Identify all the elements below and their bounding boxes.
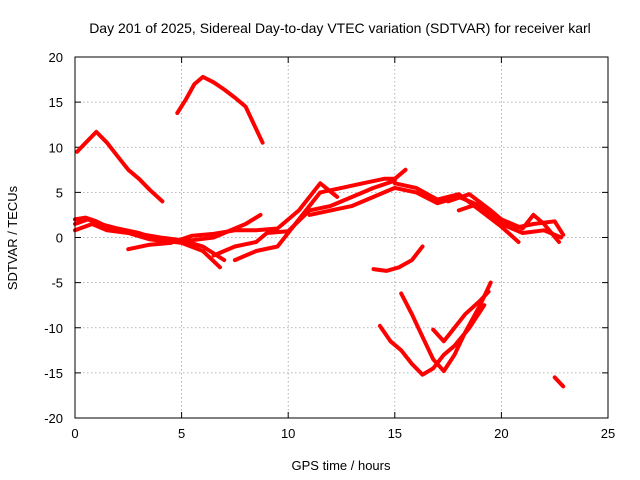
series-arc-4 xyxy=(73,217,222,270)
y-axis-label: SDTVAR / TECUs xyxy=(5,185,20,290)
x-tick-label: 0 xyxy=(71,426,78,441)
series-arc-13 xyxy=(371,244,425,273)
x-tick-label: 10 xyxy=(281,426,295,441)
y-tick-label: -10 xyxy=(44,321,63,336)
y-tick-label: -20 xyxy=(44,411,63,426)
series-arc-12 xyxy=(456,201,561,244)
plot-frame xyxy=(74,56,609,419)
series-arc-2 xyxy=(175,74,265,145)
series-arc-7 xyxy=(211,178,397,258)
y-tick-label: 10 xyxy=(49,140,63,155)
series-arc-1 xyxy=(75,129,165,204)
y-tick-label: 15 xyxy=(49,95,63,110)
series-arc-14 xyxy=(377,303,487,377)
x-tick-label: 20 xyxy=(494,426,508,441)
series-arc-16 xyxy=(431,289,491,344)
series-arc-8 xyxy=(232,167,408,263)
data-series xyxy=(73,74,566,389)
series-arc-17 xyxy=(552,375,566,389)
y-tick-label: 0 xyxy=(56,231,63,246)
series-arc-10 xyxy=(392,181,521,244)
y-tick-label: -15 xyxy=(44,366,63,381)
x-tick-label: 15 xyxy=(388,426,402,441)
chart-title: Day 201 of 2025, Sidereal Day-to-day VTE… xyxy=(89,20,591,36)
y-tick-label: 5 xyxy=(56,185,63,200)
series-arc-9 xyxy=(307,185,564,240)
series-arc-6 xyxy=(126,181,340,252)
x-tick-label: 25 xyxy=(601,426,615,441)
series-arc-11 xyxy=(446,192,566,237)
x-tick-label: 5 xyxy=(178,426,185,441)
series-arc-15 xyxy=(399,280,493,374)
x-axis-label: GPS time / hours xyxy=(292,458,391,473)
axis-ticks: 0 5 10 15 20 25 -20 -15 -10 -5 0 5 10 15 20 xyxy=(44,50,615,441)
y-tick-label: 20 xyxy=(49,50,63,65)
y-tick-label: -5 xyxy=(51,276,63,291)
